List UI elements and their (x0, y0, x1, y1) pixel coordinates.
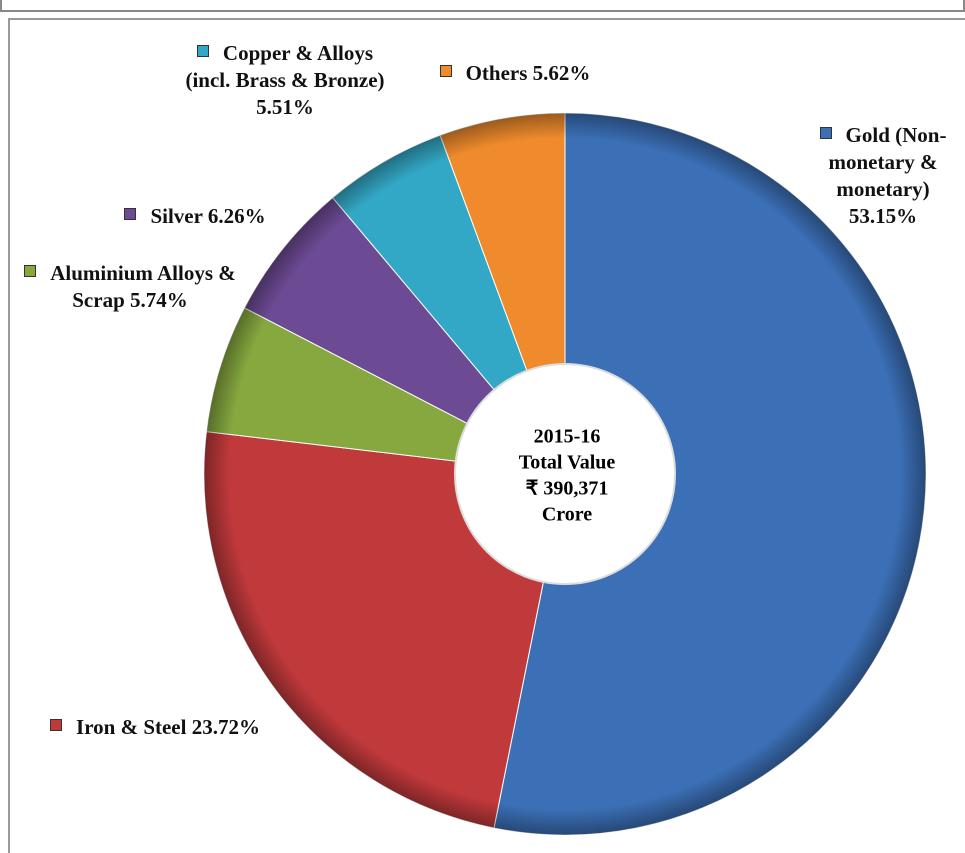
donut-hole (454, 363, 676, 585)
legend-marker (124, 208, 137, 220)
legend-marker (196, 45, 209, 57)
data-label: Copper & Alloys (incl. Brass & Bronze) 5… (180, 40, 390, 121)
data-label: Iron & Steel 23.72% (40, 714, 270, 741)
top-frame (0, 0, 965, 12)
category-label: Gold (Non-monetary & monetary) (828, 123, 947, 201)
category-label: Others (465, 61, 528, 85)
value-label: 5.51% (256, 95, 314, 119)
center-label: 2015-16 (534, 426, 601, 448)
data-label: Silver 6.26% (90, 203, 300, 230)
data-label: Gold (Non-monetary & monetary) 53.15% (808, 122, 958, 230)
data-label: Others 5.62% (400, 60, 630, 87)
value-label: 23.72% (191, 715, 260, 739)
category-label: Aluminium Alloys & Scrap (50, 261, 236, 312)
center-label: Total Value (519, 452, 616, 474)
legend-marker (819, 127, 832, 139)
chart-frame (8, 18, 965, 853)
data-label: Aluminium Alloys & Scrap 5.74% (20, 260, 240, 314)
category-label: Silver (150, 204, 203, 228)
center-label: Crore (542, 504, 592, 526)
value-label: 53.15% (848, 204, 918, 228)
category-label: Iron & Steel (76, 715, 187, 739)
legend-marker (24, 265, 37, 277)
category-label: Copper & Alloys (incl. Brass & Bronze) (185, 41, 385, 92)
legend-marker (439, 65, 452, 77)
legend-marker (50, 719, 63, 731)
value-label: 5.74% (130, 288, 188, 312)
center-label: ₹ 390,371 (526, 478, 609, 500)
value-label: 5.62% (532, 61, 591, 85)
value-label: 6.26% (207, 204, 266, 228)
